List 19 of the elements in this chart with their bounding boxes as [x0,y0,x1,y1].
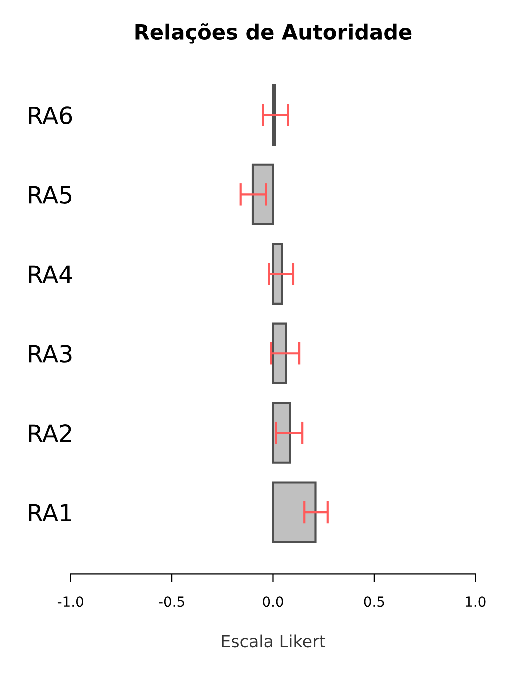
bar [272,402,292,464]
x-axis-title: Escala Likert [222,634,326,648]
x-tick-label: 1.0 [466,596,486,608]
chart-title: Relações de Autoridade [136,24,412,44]
bar [272,322,288,384]
bar [272,243,284,305]
y-tick-label: RA1 [29,504,72,522]
x-tick-label: -0.5 [159,596,184,608]
bar [272,482,317,544]
y-tick-label: RA5 [29,186,72,204]
y-tick-label: RA6 [29,106,72,124]
y-tick-label: RA3 [29,345,72,363]
x-tick-label: -1.0 [58,596,84,608]
bar [252,164,274,226]
x-tick-label: 0.5 [364,596,384,608]
y-tick-label: RA2 [29,424,72,442]
x-tick-label: 0.0 [263,596,284,608]
y-tick-label: RA4 [29,266,72,284]
bar [272,84,276,146]
